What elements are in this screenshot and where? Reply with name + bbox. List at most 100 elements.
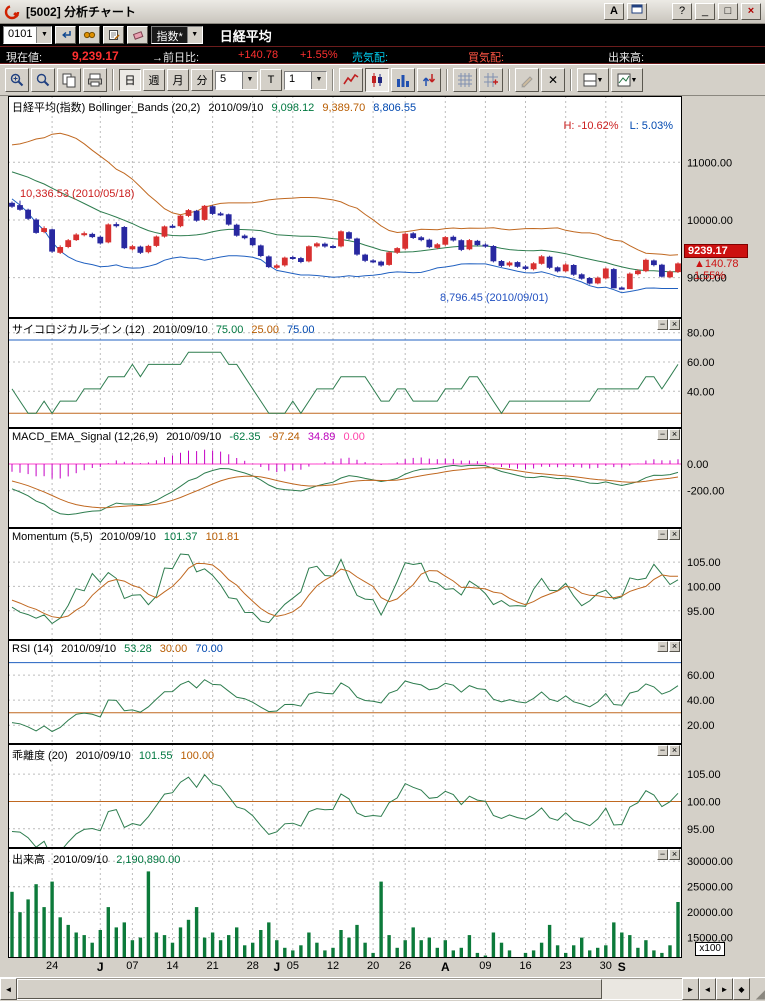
grid-button[interactable] [453, 68, 477, 92]
category-combo[interactable]: 指数* ▼ [151, 26, 203, 44]
main-chart-header: 日経平均(指数) Bollinger_Bands (20,2) 2010/09/… [12, 99, 421, 115]
panel-minimize-button[interactable]: − [657, 745, 668, 756]
rsi-value: 53.28 [124, 643, 152, 655]
delete-drawing-button[interactable]: ✕ [541, 68, 565, 92]
panel-close-button[interactable]: × [669, 319, 680, 330]
volume-bar [644, 940, 648, 958]
panel-close-button[interactable]: × [669, 849, 680, 860]
volume-bar [363, 942, 367, 958]
chart-date: 2010/09/10 [166, 431, 222, 443]
scrollbar-thumb[interactable] [17, 979, 603, 999]
x-axis-label: 14 [166, 960, 179, 972]
annotate-button[interactable]: A [604, 3, 624, 20]
volume-bar [130, 940, 135, 958]
scroll-right-button[interactable]: ► [682, 978, 699, 1000]
period-minute-button[interactable]: 分 [191, 69, 213, 91]
candle [394, 248, 401, 253]
panel-minimize-button[interactable]: − [657, 641, 668, 652]
memo-button[interactable] [103, 26, 125, 44]
volume-bar [588, 950, 592, 958]
rsi-header: RSI (14) 2010/09/10 53.28 30.00 70.00 [12, 643, 228, 655]
chevron-down-icon[interactable]: ▼ [311, 71, 326, 89]
panel-controls: − × [657, 429, 680, 440]
chart-toolbar: 日 週 月 分 5 ▼ T 1 ▼ [0, 64, 765, 96]
symbol-code-value: 0101 [8, 28, 33, 40]
chevron-down-icon[interactable]: ▼ [242, 71, 257, 89]
bar-count-combo[interactable]: 5 ▼ [215, 70, 258, 90]
x-axis-label: 21 [206, 960, 219, 972]
enter-code-button[interactable] [55, 26, 77, 44]
print-button[interactable] [83, 68, 107, 92]
quote-bar: 現在値: 9,239.17 →前日比: +140.78 +1.55% 売気配: … [0, 46, 765, 64]
candle [651, 260, 657, 266]
chevron-down-icon[interactable]: ▼ [186, 27, 202, 43]
main-chart-plot: 11000.00 10000.00 9000.00 [8, 96, 733, 318]
volume-bar [443, 940, 447, 958]
volume-value: 2,190,890.00 [116, 854, 181, 866]
volume-bar [403, 940, 407, 958]
period-daily-button[interactable]: 日 [119, 69, 141, 91]
nav-prev-button[interactable]: ◄ [699, 978, 716, 1000]
title-bar[interactable]: [5002] 分析チャート A ? _ □ × [0, 0, 765, 24]
indicator-menu-button[interactable]: ▼ [611, 68, 643, 92]
panel-minimize-button[interactable]: − [657, 849, 668, 860]
return-arrow-icon [62, 31, 71, 39]
scroll-left-button[interactable]: ◄ [0, 978, 17, 1000]
panel-minimize-button[interactable]: − [657, 319, 668, 330]
y-axis-label: 20000.00 [687, 907, 733, 919]
volume-bar [66, 924, 70, 958]
candle [602, 268, 609, 279]
period-weekly-button[interactable]: 週 [143, 69, 165, 91]
candle [370, 260, 377, 263]
volume-bar [572, 945, 576, 958]
nav-next-button[interactable]: ► [716, 978, 733, 1000]
panel-close-button[interactable]: × [669, 641, 680, 652]
symbol-search-button[interactable] [79, 26, 101, 44]
zoom-button[interactable] [31, 68, 55, 92]
grid-settings-button[interactable] [479, 68, 503, 92]
momentum-value: 101.37 [163, 531, 198, 543]
lower-band-value: 25.00 [251, 324, 279, 336]
chevron-down-icon: ▼ [596, 76, 604, 84]
high-annotation: 10,336.53 (2010/05/18) [20, 188, 135, 200]
period-monthly-button[interactable]: 月 [167, 69, 189, 91]
volume-bar [676, 902, 680, 958]
x-axis-label: 16 [519, 960, 532, 972]
x-axis-label: 05 [286, 960, 299, 972]
close-button[interactable]: × [741, 3, 761, 20]
candle [354, 238, 360, 255]
macd-panel: 0.00 -200.00 MACD_EMA_Signal (12,26,9) 20… [0, 428, 765, 528]
tick-count-combo[interactable]: 1 ▼ [284, 70, 327, 90]
line-chart-button[interactable] [339, 68, 363, 92]
panel-layout-button[interactable]: ▼ [577, 68, 609, 92]
grid-plus-icon [484, 73, 498, 87]
maximize-button[interactable]: □ [718, 3, 738, 20]
zoom-mode-button[interactable] [5, 68, 29, 92]
y-axis-label: 95.00 [687, 824, 715, 836]
help-button[interactable]: ? [672, 3, 692, 20]
candle [402, 233, 409, 249]
panel-minimize-button[interactable]: − [657, 529, 668, 540]
signal-value: -97.24 [268, 431, 300, 443]
panel-close-button[interactable]: × [669, 429, 680, 440]
volume-bar [499, 942, 504, 958]
scrollbar-track[interactable] [17, 978, 682, 1000]
y-axis-label: 80.00 [687, 328, 715, 340]
nav-latest-button[interactable]: ◆ [733, 978, 750, 1000]
clear-button[interactable] [127, 26, 149, 44]
panel-close-button[interactable]: × [669, 745, 680, 756]
category-value: 指数* [156, 31, 183, 43]
tick-button[interactable]: T [260, 69, 282, 91]
panel-minimize-button[interactable]: − [657, 429, 668, 440]
candlestick-button[interactable] [365, 68, 389, 92]
copy-button[interactable] [57, 68, 81, 92]
chevron-down-icon[interactable]: ▼ [36, 27, 52, 43]
arrows-chart-button[interactable] [417, 68, 441, 92]
minimize-button[interactable]: _ [695, 3, 715, 20]
draw-button[interactable] [515, 68, 539, 92]
resize-grip[interactable]: ◢ [755, 987, 765, 1001]
panel-close-button[interactable]: × [669, 529, 680, 540]
chart-window-button[interactable] [627, 3, 647, 20]
symbol-code-combo[interactable]: 0101 ▼ [3, 26, 53, 44]
bar-chart-button[interactable] [391, 68, 415, 92]
